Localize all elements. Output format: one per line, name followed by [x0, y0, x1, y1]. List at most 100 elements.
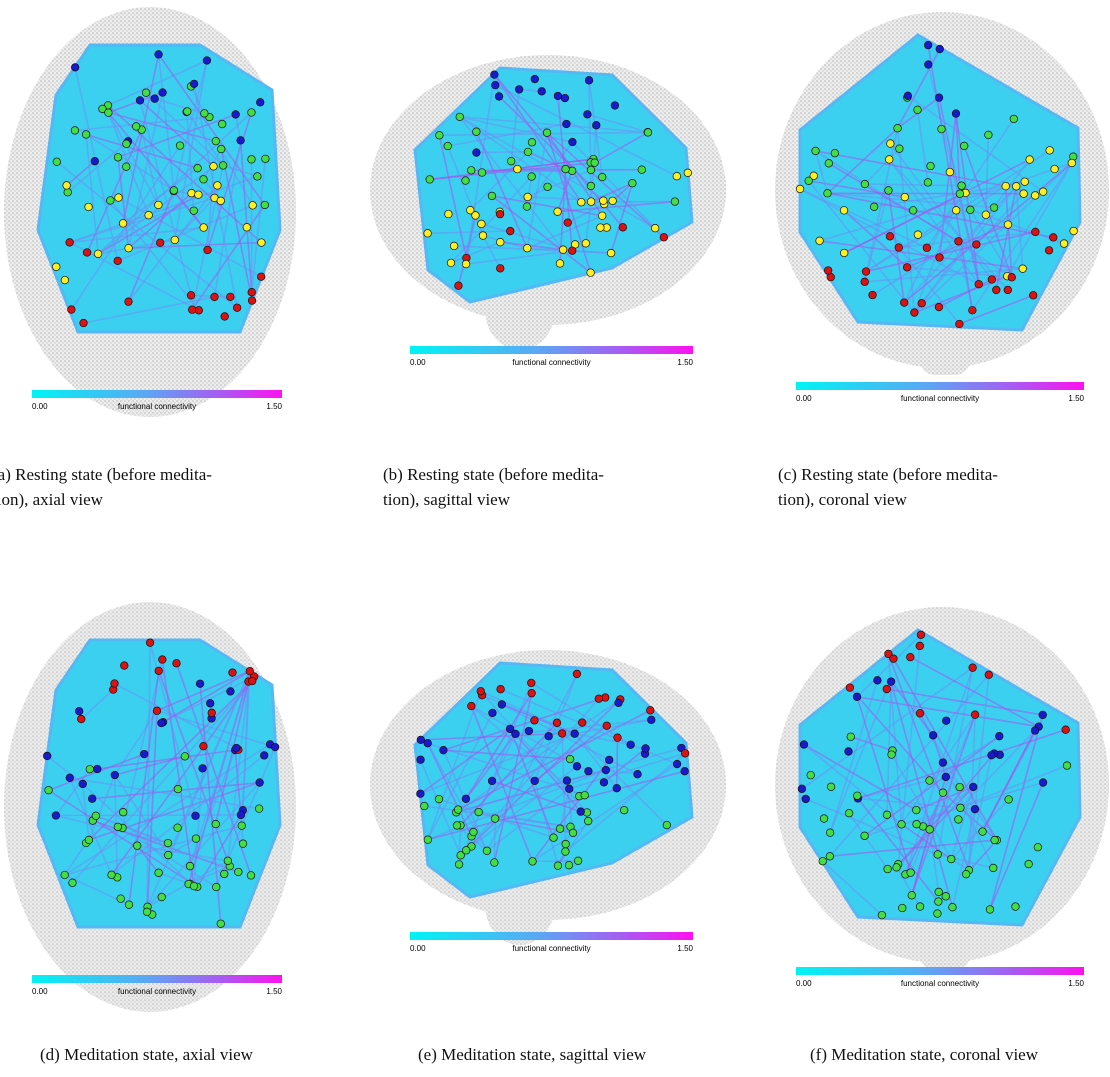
region-node [119, 220, 127, 228]
region-node [846, 684, 854, 692]
region-node [1051, 165, 1059, 173]
region-node [602, 766, 610, 774]
region-node [605, 756, 613, 764]
region-node [143, 908, 151, 916]
region-node [597, 224, 605, 232]
region-node [155, 51, 163, 59]
region-node [117, 895, 125, 903]
panel: 0.00functional connectivity1.50(b) Resti… [370, 55, 726, 509]
region-node [462, 260, 470, 268]
region-node [831, 149, 839, 157]
region-node [878, 911, 886, 919]
region-node [53, 158, 61, 166]
region-node [924, 61, 932, 69]
region-node [911, 309, 919, 317]
region-node [248, 677, 256, 685]
region-node [506, 227, 514, 235]
region-node [805, 177, 813, 185]
region-node [507, 157, 515, 165]
region-node [462, 177, 470, 185]
colorbar-max-label: 1.50 [677, 944, 693, 953]
region-node [916, 642, 924, 650]
region-node [525, 727, 533, 735]
region-node [489, 709, 497, 717]
region-node [651, 224, 659, 232]
region-node [472, 212, 480, 220]
region-node [556, 825, 564, 833]
region-node [247, 872, 255, 880]
region-node [642, 745, 650, 753]
region-node [79, 780, 87, 788]
region-node [200, 224, 208, 232]
region-node [1008, 273, 1016, 281]
region-node [971, 805, 979, 813]
region-node [885, 156, 893, 164]
region-node [883, 685, 891, 693]
caption: (c) Resting state (before medita- [778, 465, 998, 484]
region-node [491, 815, 499, 823]
region-node [75, 707, 83, 715]
region-node [86, 765, 94, 773]
region-node [909, 207, 917, 215]
region-node [424, 836, 432, 844]
region-node [926, 777, 934, 785]
region-node [595, 695, 603, 703]
region-node [447, 259, 455, 267]
region-node [634, 770, 642, 778]
region-node [955, 238, 963, 246]
region-node [248, 288, 256, 296]
region-node [1070, 227, 1078, 235]
region-node [483, 847, 491, 855]
caption: (f) Meditation state, coronal view [810, 1045, 1039, 1064]
region-node [217, 145, 225, 153]
region-node [159, 89, 167, 97]
region-node [218, 120, 226, 128]
region-node [644, 129, 652, 137]
region-node [71, 64, 79, 72]
region-node [935, 303, 943, 311]
region-node [435, 795, 443, 803]
region-node [1019, 265, 1027, 273]
colorbar-title: functional connectivity [512, 358, 590, 367]
region-node [587, 269, 595, 277]
region-node [554, 208, 562, 216]
colorbar-min-label: 0.00 [32, 987, 48, 996]
region-node [479, 232, 487, 240]
colorbar-min-label: 0.00 [32, 402, 48, 411]
region-node [528, 138, 536, 146]
region-node [935, 888, 943, 896]
region-node [607, 249, 615, 257]
region-node [1046, 147, 1054, 155]
colorbar-max-label: 1.50 [266, 987, 282, 996]
region-node [80, 319, 88, 327]
region-node [800, 741, 808, 749]
region-node [188, 189, 196, 197]
colorbar [410, 932, 693, 940]
connection [617, 738, 618, 789]
region-node [1039, 188, 1047, 196]
region-node [1012, 903, 1020, 911]
region-node [217, 920, 225, 928]
region-node [212, 820, 220, 828]
region-node [140, 750, 148, 758]
region-node [554, 862, 562, 870]
region-node [938, 125, 946, 133]
region-node [192, 812, 200, 820]
region-node [105, 109, 113, 117]
region-node [969, 664, 977, 672]
region-node [898, 904, 906, 912]
region-node [883, 811, 891, 819]
region-node [260, 752, 268, 760]
region-node [568, 247, 576, 255]
region-node [600, 779, 608, 787]
region-node [69, 879, 77, 887]
region-node [979, 828, 987, 836]
region-node [585, 767, 593, 775]
colorbar [796, 382, 1084, 390]
caption: tion), sagittal view [383, 490, 511, 509]
region-node [262, 155, 270, 163]
region-node [861, 278, 869, 286]
region-node [660, 233, 668, 241]
region-node [936, 254, 944, 262]
region-node [122, 163, 130, 171]
